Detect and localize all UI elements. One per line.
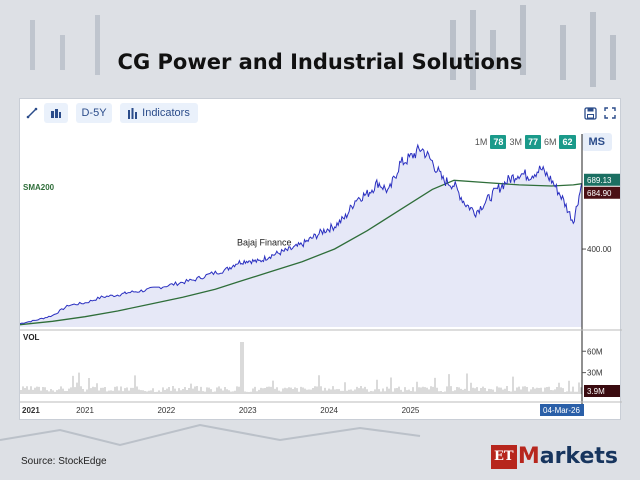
volume-tick-label: 60M xyxy=(587,347,603,356)
draw-tool-button[interactable] xyxy=(24,103,40,123)
markets-initial: M xyxy=(517,444,540,469)
period-1m-label: 1M xyxy=(474,137,488,147)
candle-bars-icon xyxy=(51,109,61,118)
markets-wordmark: Markets xyxy=(518,444,618,469)
save-chart-button[interactable] xyxy=(582,103,598,123)
price-badge xyxy=(584,173,620,186)
date-badge-label: 04-Mar-26 xyxy=(543,406,580,415)
date-badge xyxy=(540,404,584,416)
pencil-line-icon xyxy=(26,107,38,119)
y-tick-label: 400.00 xyxy=(587,245,612,254)
expand-icon xyxy=(604,107,616,119)
chart-card: D-5Y Indicators xyxy=(19,98,622,420)
price-chart: 400.00 689.13 684.90 SMA200 Bajaj Finance VOL… xyxy=(20,134,622,416)
page-headline: CG Power and Industrial Solutions xyxy=(117,50,523,74)
volume-badge-label: 3.9M xyxy=(587,387,605,396)
period-6m-label: 6M xyxy=(543,137,557,147)
period-6m-score: 62 xyxy=(559,135,576,149)
indicator-label: SMA200 xyxy=(23,183,55,192)
indicators-label: Indicators xyxy=(142,107,190,119)
period-3m-score: 77 xyxy=(524,135,541,149)
price-badge-label: 689.13 xyxy=(587,176,612,185)
chart-toolbar: D-5Y Indicators xyxy=(20,99,622,129)
period-score-row: 1M 78 3M 77 6M 62 MS xyxy=(475,133,612,151)
volume-tick-label: 30M xyxy=(587,369,603,378)
bar-chart-icon xyxy=(128,107,138,119)
source-credit: Source: StockEdge xyxy=(21,456,107,467)
x-tick-label: 2025 xyxy=(402,406,420,415)
annotation-label: Bajaj Finance xyxy=(237,238,292,248)
volume-label: VOL xyxy=(23,333,40,342)
sma200-line xyxy=(20,179,583,326)
fullscreen-button[interactable] xyxy=(602,103,618,123)
period-1m-score: 78 xyxy=(490,135,507,149)
chart-type-button[interactable] xyxy=(44,103,68,123)
indicators-button[interactable]: Indicators xyxy=(120,103,198,123)
volume-badge xyxy=(584,385,620,397)
et-logo-box: ET xyxy=(490,444,517,469)
price-area-fill xyxy=(20,145,582,327)
ms-button[interactable]: MS xyxy=(581,133,612,151)
interval-label: D-5Y xyxy=(81,107,107,119)
x-tick-label: 2021 xyxy=(22,406,40,415)
period-3m-label: 3M xyxy=(509,137,522,147)
sma-badge xyxy=(584,186,620,199)
sma-badge-label: 684.90 xyxy=(587,189,612,198)
interval-selector[interactable]: D-5Y xyxy=(76,103,112,123)
x-tick-label: 2023 xyxy=(239,406,257,415)
et-markets-logo: ET Markets xyxy=(490,444,618,469)
x-tick-label: 2021 xyxy=(76,406,94,415)
x-tick-label: 2024 xyxy=(320,406,338,415)
x-tick-label: 2022 xyxy=(157,406,175,415)
floppy-disk-icon xyxy=(583,106,597,120)
markets-rest: arkets xyxy=(539,444,618,469)
price-line xyxy=(20,143,583,325)
